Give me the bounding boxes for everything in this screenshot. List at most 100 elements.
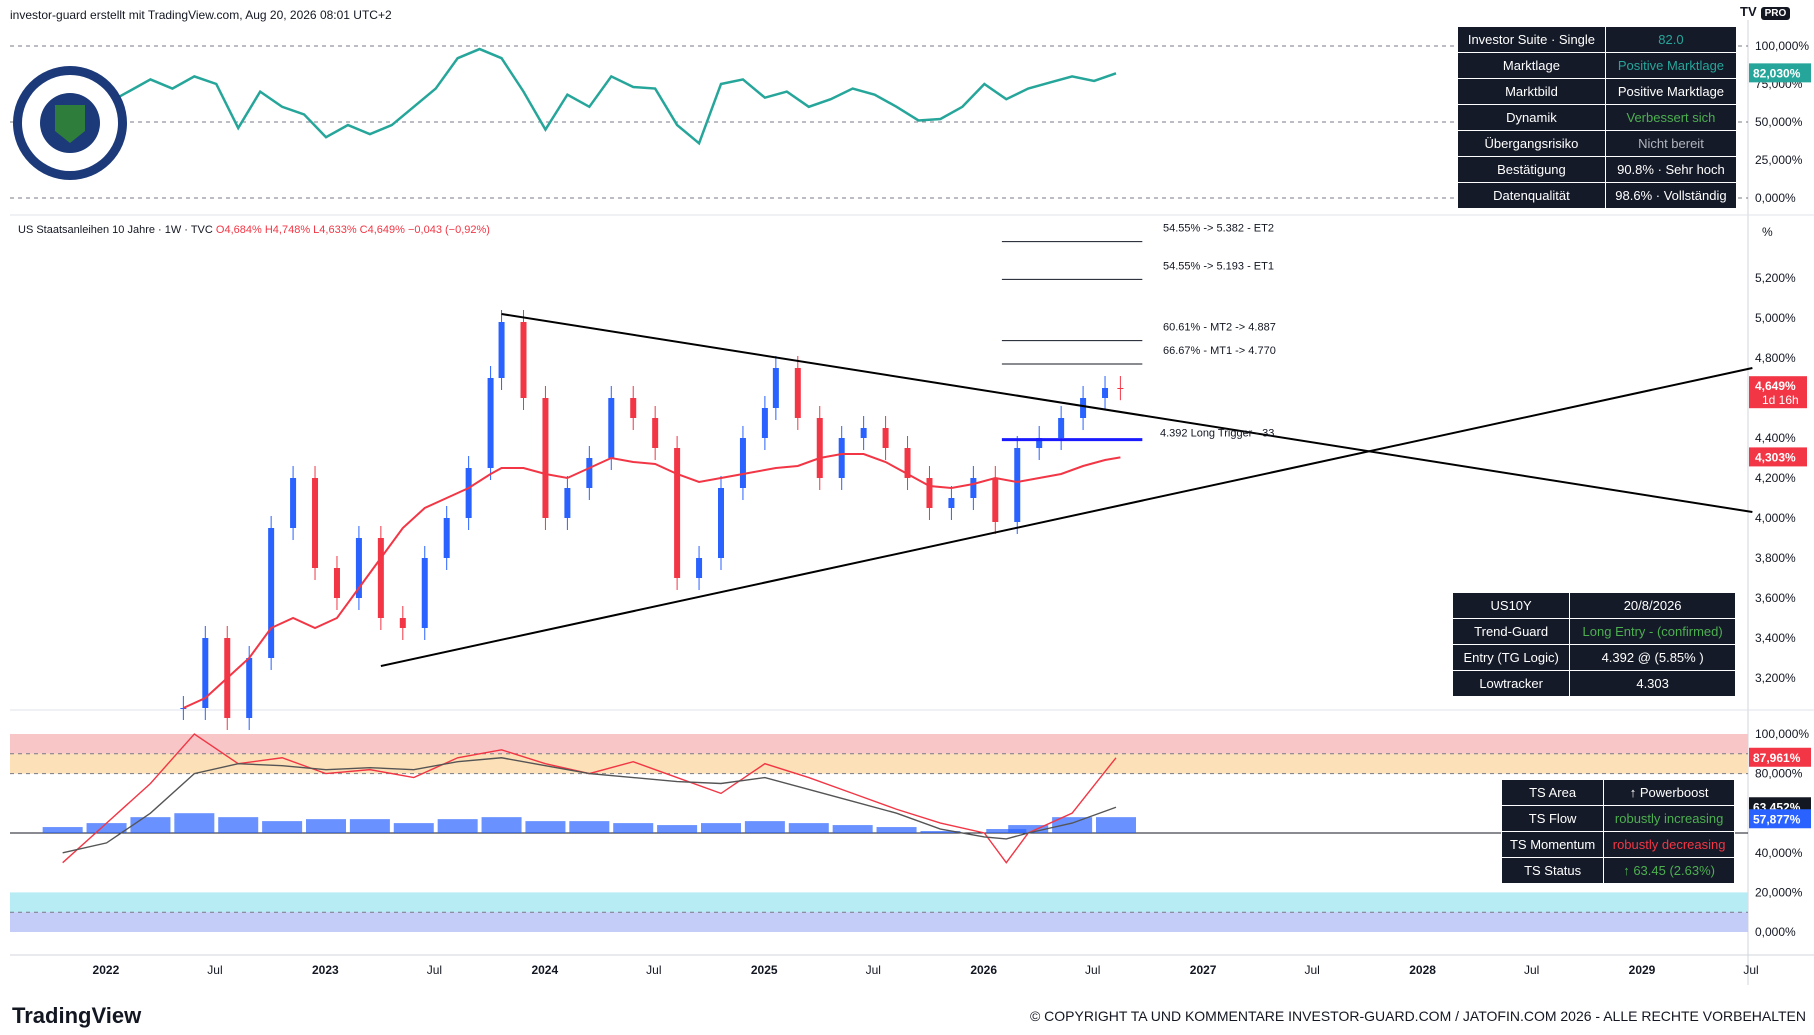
ts-histogram-bar (657, 825, 698, 833)
price-candle (312, 478, 319, 568)
price-candle (399, 618, 406, 628)
investor-suite-table: Investor Suite · Single 82.0 Marktlage Posi… (1457, 26, 1738, 209)
price-candle (739, 438, 746, 488)
target-level-label: 60.61% - MT2 -> 4.887 (1163, 322, 1276, 334)
suite-value: Positive Marktlage (1604, 78, 1738, 105)
ts-histogram-bar (437, 819, 478, 833)
ts-row: TS Area ↑ Powerboost (1500, 779, 1735, 806)
price-candle (696, 558, 703, 578)
tradingview-footer-logo: TradingView (12, 1003, 142, 1028)
trend-row: Lowtracker 4.303 (1451, 670, 1736, 697)
price-candle (904, 448, 911, 478)
suite-row: Dynamik Verbessert sich (1457, 104, 1738, 131)
time-axis-tick: 2028 (1409, 963, 1436, 977)
time-axis-tick: 2023 (312, 963, 339, 977)
trend-value: 20/8/2026 (1569, 592, 1736, 619)
symbol-ohlc-line: US Staatsanleihen 10 Jahre · 1W · TVC O4… (18, 224, 490, 236)
price-candle (926, 478, 933, 508)
price-axis-unit: % (1762, 225, 1773, 239)
price-candle (882, 428, 889, 448)
price-axis-tick: 4,800% (1755, 351, 1796, 365)
trend-label: US10Y (1451, 592, 1571, 619)
price-candle (520, 322, 527, 398)
trend-label: Lowtracker (1451, 670, 1571, 697)
price-candle (1036, 438, 1043, 448)
ts-histogram-bar (613, 823, 654, 833)
last-price-badge (1749, 376, 1807, 409)
overbought-zone (10, 734, 1748, 754)
suite-value: 90.8% · Sehr hoch (1604, 156, 1738, 183)
ts-histogram-bar (876, 827, 917, 833)
trend-value: 4.303 (1569, 670, 1736, 697)
price-candle (498, 322, 505, 378)
price-candle (421, 558, 428, 628)
ts-histogram-bar (1096, 817, 1136, 833)
price-candle (860, 428, 867, 438)
price-candle (1014, 448, 1021, 522)
time-axis-tick: 2024 (531, 963, 558, 977)
oscillator-last-label: 82,030% (1753, 66, 1801, 80)
price-axis-tick: 4,400% (1755, 431, 1796, 445)
price-candle (290, 478, 297, 528)
ts-histogram-bar (832, 825, 873, 833)
price-candle (355, 538, 362, 598)
time-axis-tick: 2026 (970, 963, 997, 977)
price-candle (630, 398, 637, 418)
target-level-label: 66.67% - MT1 -> 4.770 (1163, 345, 1276, 357)
tradingview-pro-logo: TV PRO (1740, 4, 1791, 20)
ts-histogram-bar (393, 823, 434, 833)
close-value: C4,649% (359, 224, 405, 236)
ts-value: ↑ 63.45 (2.63%) (1603, 857, 1735, 884)
ts-series-line (62, 733, 1117, 864)
ts-last-badge (1749, 747, 1811, 767)
last-price-label: 4,649% (1755, 379, 1796, 393)
ts-axis-tick: 0,000% (1755, 925, 1796, 939)
ts-label: TS Momentum (1500, 831, 1605, 858)
ts-histogram-bar (788, 823, 829, 833)
ts-histogram-bar (174, 813, 215, 833)
ts-status-table: TS Area ↑ Powerboost TS Flow robustly incre… (1500, 779, 1735, 884)
copyright-notice: © COPYRIGHT TA UND KOMMENTARE INVESTOR-G… (1029, 1008, 1806, 1024)
oversold-zone (10, 912, 1748, 932)
price-axis-tick: 3,600% (1755, 591, 1796, 605)
ts-axis-tick: 80,000% (1755, 767, 1803, 781)
suite-label: Datenqualität (1457, 182, 1606, 209)
high-value: H4,748% (264, 224, 311, 236)
price-candle (465, 468, 472, 518)
price-candle (377, 538, 384, 618)
chart-header-title: investor-guard erstellt mit TradingView.… (10, 8, 392, 22)
time-axis-tick: Jul (1085, 963, 1100, 977)
moving-average-line (182, 453, 1121, 709)
price-axis-tick: 3,800% (1755, 551, 1796, 565)
trend-guard-table: US10Y 20/8/2026 Trend-Guard Long Entry - (c… (1451, 592, 1736, 697)
price-axis-tick: 4,000% (1755, 511, 1796, 525)
price-axis-tick: 3,200% (1755, 671, 1796, 685)
ts-last-label: 57,877% (1753, 812, 1801, 826)
oscillator-line (61, 47, 1117, 169)
ts-axis-tick: 40,000% (1755, 846, 1803, 860)
suite-label: Marktbild (1457, 78, 1606, 105)
ts-histogram-bar (262, 821, 303, 833)
suite-value: Verbessert sich (1604, 104, 1738, 131)
ts-last-label: 87,961% (1753, 751, 1801, 765)
price-candle (1117, 388, 1124, 389)
suite-label: Dynamik (1457, 104, 1606, 131)
oscillator-axis-tick: 25,000% (1755, 153, 1803, 167)
price-candle (948, 498, 955, 508)
target-level-label: 4.392 Long Trigger - 33 (1160, 428, 1274, 440)
price-candle (564, 488, 571, 518)
ts-series-line (62, 757, 1117, 854)
symbol-name: US Staatsanleihen 10 Jahre · 1W · TVC (18, 224, 213, 236)
price-axis-tick: 4,200% (1755, 471, 1796, 485)
triangle-trendline (501, 313, 1753, 513)
ts-histogram-bar (569, 821, 610, 833)
oscillator-axis-tick: 0,000% (1755, 191, 1796, 205)
time-axis-tick: 2025 (751, 963, 778, 977)
oscillator-last-badge (1749, 63, 1811, 83)
ts-histogram-bar (481, 817, 522, 833)
price-candle (180, 708, 187, 709)
oscillator-axis-tick: 100,000% (1755, 39, 1809, 53)
target-level-label: 54.55% -> 5.382 - ET2 (1163, 223, 1274, 235)
time-axis-tick: Jul (207, 963, 222, 977)
open-value: O4,684% (215, 224, 262, 236)
